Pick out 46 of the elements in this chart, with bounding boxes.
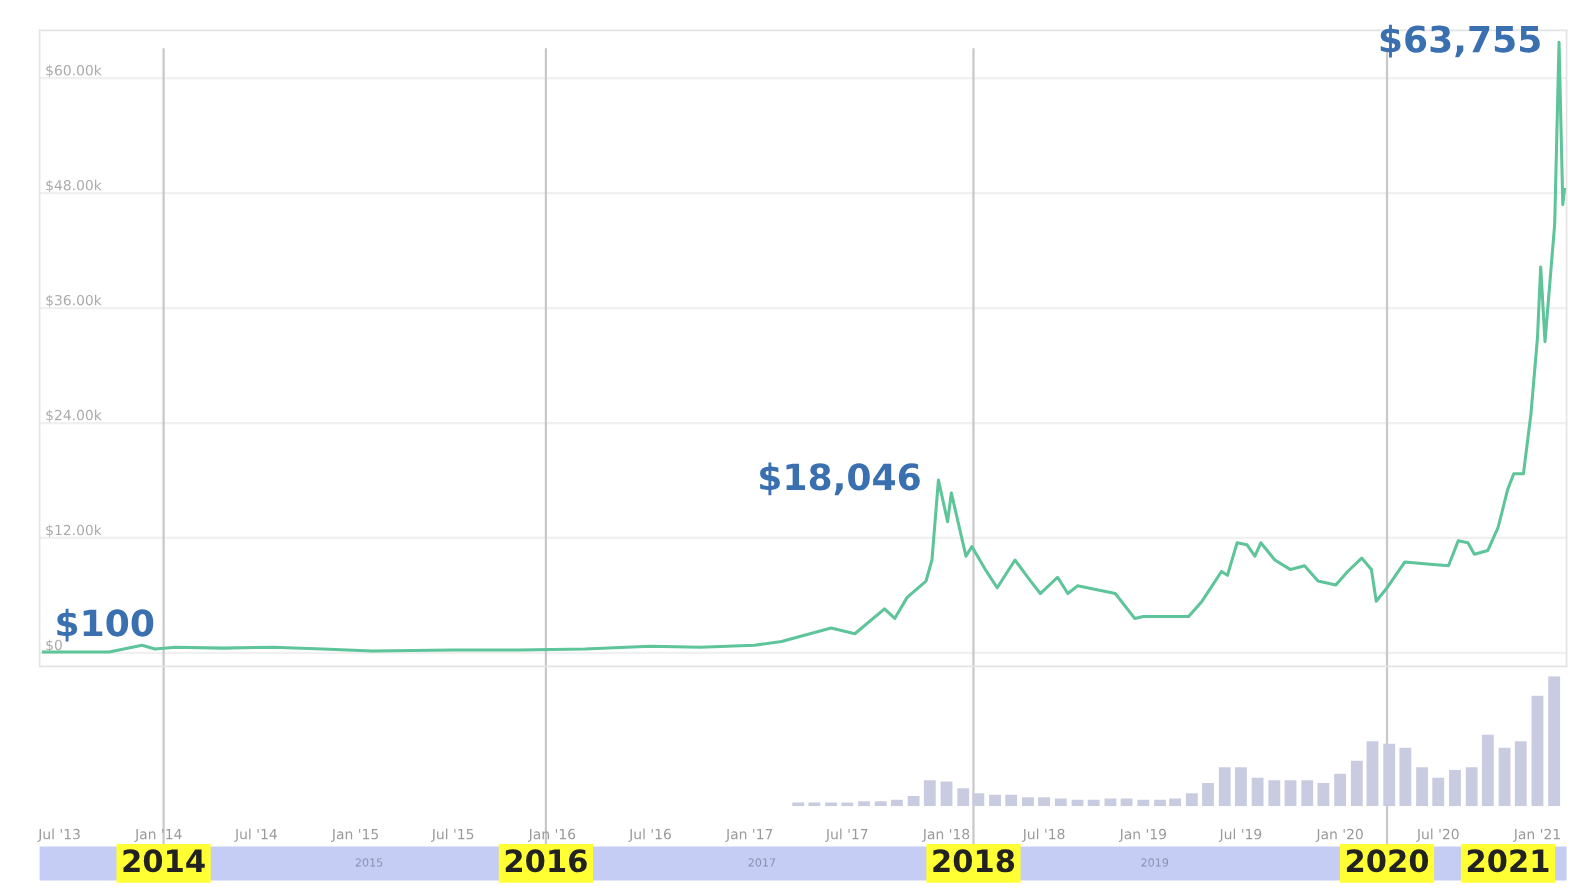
text: 2021 — [1467, 849, 1549, 873]
bar — [1531, 695, 1544, 807]
bar — [1137, 799, 1150, 807]
bar — [890, 799, 903, 807]
bar — [1548, 676, 1561, 807]
bar — [1498, 747, 1511, 807]
bar — [1449, 769, 1461, 807]
bar — [1350, 760, 1363, 807]
bar — [1234, 767, 1247, 807]
annotation: $63,755 — [1380, 24, 1540, 58]
bar — [1038, 797, 1051, 807]
annotation: $100 — [57, 608, 154, 642]
bar — [940, 781, 953, 807]
bar — [1465, 767, 1478, 807]
ref-line-label: 2014 — [123, 849, 205, 873]
bar — [1185, 793, 1198, 807]
bar — [1514, 741, 1527, 807]
bar — [1120, 798, 1133, 807]
bar — [989, 794, 1001, 807]
bar — [1054, 798, 1067, 807]
bar — [1432, 777, 1445, 807]
bar — [1481, 734, 1494, 807]
bar — [907, 795, 920, 807]
bar — [1202, 782, 1214, 807]
ref-line-label: 2016 — [505, 849, 587, 873]
bar — [1334, 773, 1347, 807]
bar — [1317, 782, 1330, 807]
bar — [1366, 741, 1379, 807]
bar — [1005, 794, 1018, 807]
bar — [1268, 780, 1281, 807]
bar — [1383, 743, 1396, 807]
bar — [1251, 777, 1264, 807]
bar — [1416, 767, 1429, 807]
ref-line-label: 2020 — [1346, 849, 1429, 873]
bar — [1284, 780, 1297, 807]
bar — [1399, 747, 1412, 807]
ref-line-label: 2018 — [933, 849, 1015, 873]
bar — [1104, 798, 1117, 807]
bar — [923, 780, 936, 807]
bar — [1301, 780, 1314, 807]
bar — [1087, 799, 1100, 807]
bar — [1022, 797, 1034, 807]
bar — [1218, 767, 1231, 807]
bar — [874, 801, 887, 807]
bar — [858, 801, 870, 807]
annotation: $18,046 — [760, 462, 920, 496]
